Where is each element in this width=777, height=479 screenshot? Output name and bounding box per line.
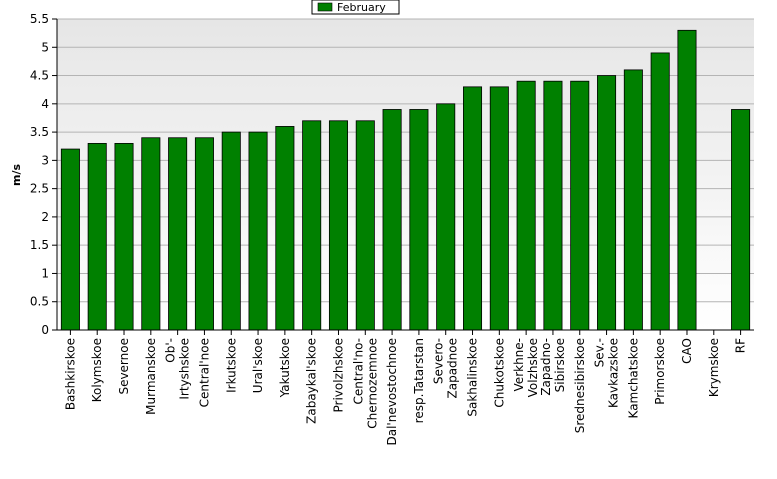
y-tick-label: 0 — [41, 323, 49, 337]
x-tick-label: Kamchatskoe — [626, 338, 640, 418]
x-tick-label: Ob'-Irtyshskoe — [164, 338, 192, 400]
y-tick-label: 2 — [41, 210, 49, 224]
y-tick-label: 1 — [41, 266, 49, 280]
bar — [168, 137, 188, 331]
x-tick-label: Krymskoe — [707, 338, 721, 397]
x-tick-label: Severo-Zapadnoe — [432, 338, 460, 399]
y-tick-label: 4.5 — [30, 69, 49, 83]
y-tick-label: 5.5 — [30, 12, 49, 26]
bar — [543, 80, 563, 331]
plot-area — [57, 19, 754, 330]
x-tick-label: CAO — [680, 338, 694, 364]
y-tick-label: 3.5 — [30, 125, 49, 139]
y-axis-title: m/s — [10, 164, 23, 186]
x-tick-label: Zabaykal'skoe — [305, 338, 319, 424]
x-tick-label: Srednesibirskoe — [573, 338, 587, 433]
bar — [650, 52, 670, 331]
x-tick-label: Primorskoe — [653, 338, 667, 405]
bar — [597, 75, 617, 331]
bar — [87, 142, 107, 331]
x-tick-label: RF — [734, 338, 748, 353]
x-tick-label: Central'noe — [197, 338, 211, 407]
x-tick-label: Chukotskoe — [492, 338, 506, 408]
y-tick-label: 5 — [41, 40, 49, 54]
y-tick-label: 3 — [41, 153, 49, 167]
bar — [275, 126, 295, 331]
y-tick-label: 0.5 — [30, 295, 49, 309]
x-tick-label: Verkhne-Volzhskoe — [512, 338, 540, 397]
x-tick-label: Severnoe — [117, 338, 131, 395]
bar — [570, 80, 590, 331]
x-tick-label: Sev.-Kavkazskoe — [593, 338, 621, 408]
x-tick-label: Central'no-Chernozemnoe — [351, 338, 379, 429]
y-tick-label: 4 — [41, 97, 49, 111]
bar — [436, 103, 456, 331]
x-tick-label: Ural'skoe — [251, 338, 265, 393]
bar — [328, 120, 348, 331]
x-tick-label: Murmanskoe — [144, 338, 158, 415]
x-axis-labels: Bashkirskoe Kolymskoe Severnoe Murmanskoe Ob… — [63, 330, 748, 446]
y-tick-label: 2.5 — [30, 182, 49, 196]
bar — [489, 86, 509, 331]
bar — [60, 148, 80, 331]
bar — [141, 137, 161, 331]
bar — [731, 109, 751, 331]
legend-label: February — [337, 1, 386, 14]
bar — [623, 69, 643, 331]
bar — [409, 109, 429, 331]
x-tick-label: Sakhalinskoe — [466, 338, 480, 417]
x-tick-label: Zapadno-Sibirskoe — [539, 338, 567, 396]
x-tick-label: Privolzhskoe — [331, 338, 345, 412]
bar — [194, 137, 214, 331]
bar — [463, 86, 483, 331]
bar — [355, 120, 375, 331]
y-axis-ticks: 0 0.5 1 1.5 2 2.5 3 3.5 4 4.5 5 5.5 — [30, 12, 57, 337]
x-tick-label: Kolymskoe — [90, 338, 104, 402]
bar — [302, 120, 322, 331]
bar — [382, 109, 402, 331]
x-tick-label: resp.Tatarstan — [412, 338, 426, 423]
x-tick-label: Yakutskoe — [278, 338, 292, 398]
x-tick-label: Irkutskoe — [224, 338, 238, 393]
y-tick-label: 1.5 — [30, 238, 49, 252]
bar — [516, 80, 536, 331]
x-tick-label: Bashkirskoe — [63, 338, 77, 410]
bar — [248, 131, 268, 331]
bar — [221, 131, 241, 331]
bar — [677, 29, 697, 331]
legend-swatch — [317, 2, 333, 12]
bars — [60, 29, 751, 331]
x-tick-label: Dal'nevostochnoe — [385, 338, 399, 446]
bar — [114, 142, 134, 331]
legend[interactable]: February — [311, 0, 400, 15]
legend-box — [311, 0, 400, 15]
